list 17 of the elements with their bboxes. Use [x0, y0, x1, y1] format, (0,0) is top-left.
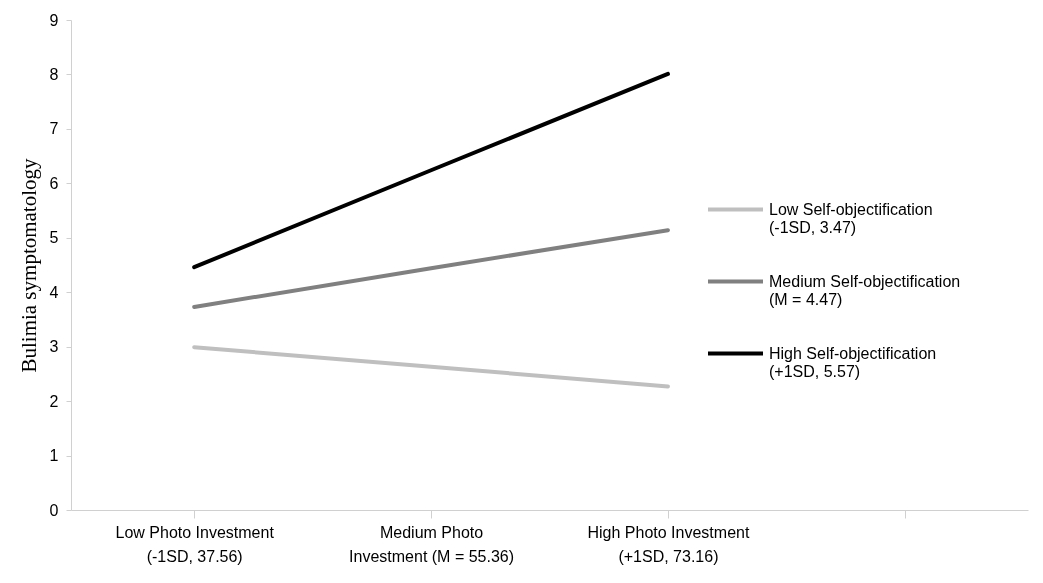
y-tick-label: 9	[49, 11, 59, 29]
x-tick-label: Medium Photo Investment (M = 55.36)	[349, 523, 515, 565]
y-axis-title: Bulimia symptomatology	[16, 157, 41, 373]
x-tick-label: High Photo Investment (+1SD, 73.16)	[587, 523, 750, 565]
legend-label: Medium Self-objectification (M = 4.47)	[769, 272, 961, 308]
y-tick-label: 0	[49, 501, 59, 519]
y-tick-label: 6	[49, 174, 59, 192]
legend-label: Low Self-objectification (-1SD, 3.47)	[769, 200, 933, 236]
y-tick-label: 1	[49, 447, 59, 465]
y-tick-label: 5	[49, 229, 59, 247]
x-tick-label: Low Photo Investment (-1SD, 37.56)	[115, 523, 275, 565]
y-tick-label: 8	[49, 65, 59, 83]
y-tick-label: 4	[49, 283, 59, 301]
legend-label: High Self-objectification (+1SD, 5.57)	[769, 344, 937, 380]
y-tick-label: 3	[49, 338, 59, 356]
y-tick-label: 2	[49, 392, 59, 410]
y-tick-label: 7	[49, 120, 59, 138]
